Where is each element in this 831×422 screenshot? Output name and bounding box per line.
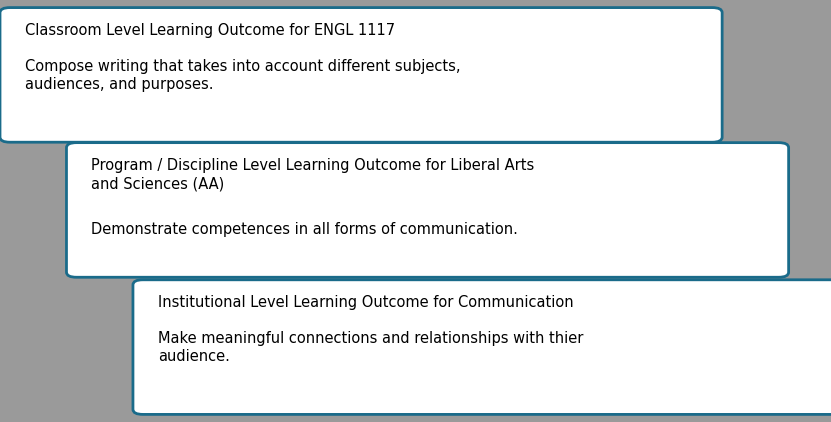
Text: Classroom Level Learning Outcome for ENGL 1117: Classroom Level Learning Outcome for ENG…	[25, 23, 395, 38]
Text: Compose writing that takes into account different subjects,
audiences, and purpo: Compose writing that takes into account …	[25, 59, 460, 92]
Text: Make meaningful connections and relationships with thier
audience.: Make meaningful connections and relation…	[158, 331, 583, 364]
Polygon shape	[593, 150, 696, 228]
Polygon shape	[659, 285, 762, 363]
FancyBboxPatch shape	[66, 143, 789, 277]
Text: Program / Discipline Level Learning Outcome for Liberal Arts
and Sciences (AA): Program / Discipline Level Learning Outc…	[91, 158, 534, 191]
FancyBboxPatch shape	[133, 280, 831, 414]
Text: Demonstrate competences in all forms of communication.: Demonstrate competences in all forms of …	[91, 222, 519, 237]
FancyBboxPatch shape	[0, 8, 722, 142]
Text: Institutional Level Learning Outcome for Communication: Institutional Level Learning Outcome for…	[158, 295, 573, 311]
